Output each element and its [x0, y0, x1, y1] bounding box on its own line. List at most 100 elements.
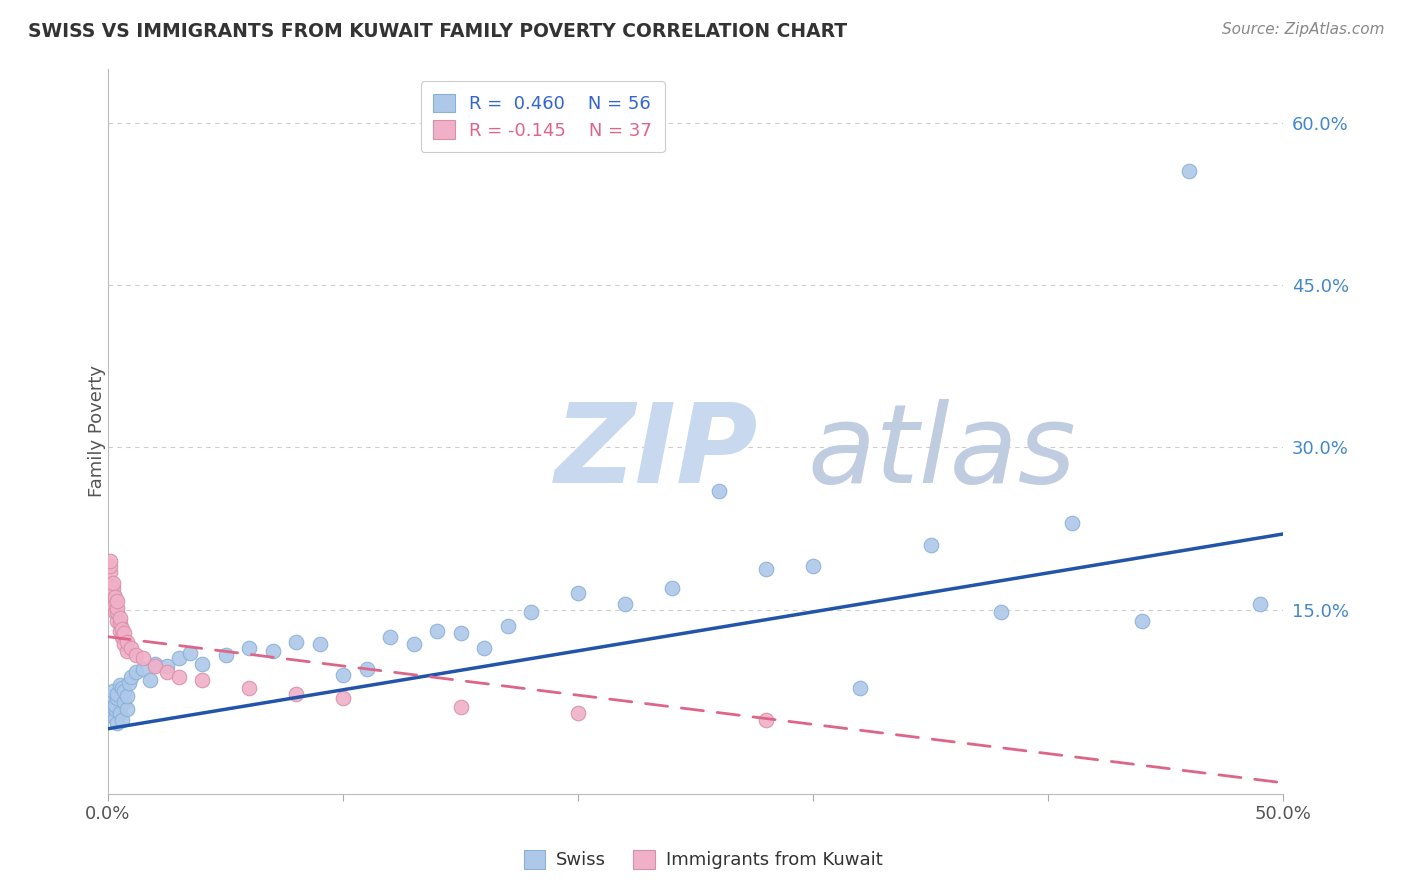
Point [191, 673, 214, 687]
Point [238, 681, 260, 695]
Text: ZIP: ZIP [554, 400, 758, 507]
Point [156, 665, 179, 680]
Point [114, 684, 136, 698]
Point [1130, 614, 1153, 628]
Point [111, 622, 134, 636]
Point [104, 594, 127, 608]
Point [115, 635, 138, 649]
Point [114, 695, 136, 709]
Point [450, 626, 472, 640]
Point [191, 657, 214, 671]
Point [179, 646, 201, 660]
Point [101, 586, 124, 600]
Point [167, 651, 190, 665]
Point [108, 624, 131, 639]
Point [755, 561, 778, 575]
Point [262, 644, 284, 658]
Point [125, 665, 148, 680]
Point [1249, 597, 1271, 611]
Point [709, 483, 731, 498]
Point [849, 681, 872, 695]
Point [332, 691, 354, 706]
Point [614, 597, 637, 611]
Point [111, 681, 134, 695]
Point [118, 676, 141, 690]
Point [101, 690, 124, 704]
Point [402, 637, 425, 651]
Point [115, 644, 138, 658]
Point [132, 651, 155, 665]
Point [98, 706, 121, 720]
Point [450, 700, 472, 714]
Point [111, 713, 134, 727]
Point [105, 614, 128, 628]
Point [1060, 516, 1083, 530]
Point [98, 559, 121, 574]
Point [98, 575, 121, 590]
Point [105, 600, 128, 615]
Point [104, 698, 127, 712]
Point [114, 626, 136, 640]
Point [238, 640, 260, 655]
Point [143, 659, 166, 673]
Point [132, 662, 155, 676]
Point [108, 611, 131, 625]
Point [121, 670, 143, 684]
Point [990, 605, 1012, 619]
Point [104, 702, 127, 716]
Legend: R =  0.460    N = 56, R = -0.145    N = 37: R = 0.460 N = 56, R = -0.145 N = 37 [420, 81, 665, 153]
Point [121, 640, 143, 655]
Point [105, 687, 128, 701]
Point [801, 559, 824, 574]
Point [426, 624, 449, 639]
Point [104, 711, 127, 725]
Point [125, 648, 148, 662]
Point [108, 615, 131, 630]
Point [567, 586, 589, 600]
Point [920, 538, 942, 552]
Text: SWISS VS IMMIGRANTS FROM KUWAIT FAMILY POVERTY CORRELATION CHART: SWISS VS IMMIGRANTS FROM KUWAIT FAMILY P… [28, 22, 848, 41]
Point [332, 667, 354, 681]
Point [214, 648, 236, 662]
Point [101, 597, 124, 611]
Point [98, 554, 121, 568]
Point [105, 691, 128, 706]
Text: atlas: atlas [807, 400, 1076, 507]
Point [111, 630, 134, 644]
Point [101, 684, 124, 698]
Point [101, 700, 124, 714]
Point [356, 662, 378, 676]
Legend: Swiss, Immigrants from Kuwait: Swiss, Immigrants from Kuwait [515, 841, 891, 879]
Point [1178, 164, 1201, 178]
Point [156, 659, 179, 673]
Point [661, 581, 683, 595]
Point [104, 590, 127, 604]
Point [308, 637, 330, 651]
Point [520, 605, 543, 619]
Point [98, 565, 121, 579]
Point [285, 635, 308, 649]
Point [114, 637, 136, 651]
Point [115, 702, 138, 716]
Point [472, 640, 495, 655]
Point [101, 575, 124, 590]
Point [104, 605, 127, 619]
Point [108, 706, 131, 720]
Point [139, 673, 162, 687]
Point [755, 713, 778, 727]
Point [98, 695, 121, 709]
Point [167, 670, 190, 684]
Point [285, 687, 308, 701]
Point [115, 690, 138, 704]
Point [496, 619, 519, 633]
Point [143, 657, 166, 671]
Point [108, 678, 131, 692]
Point [105, 594, 128, 608]
Text: Source: ZipAtlas.com: Source: ZipAtlas.com [1222, 22, 1385, 37]
Point [567, 706, 589, 720]
Point [101, 581, 124, 595]
Point [105, 605, 128, 619]
Y-axis label: Family Poverty: Family Poverty [89, 365, 105, 497]
Point [378, 630, 401, 644]
Point [105, 716, 128, 731]
